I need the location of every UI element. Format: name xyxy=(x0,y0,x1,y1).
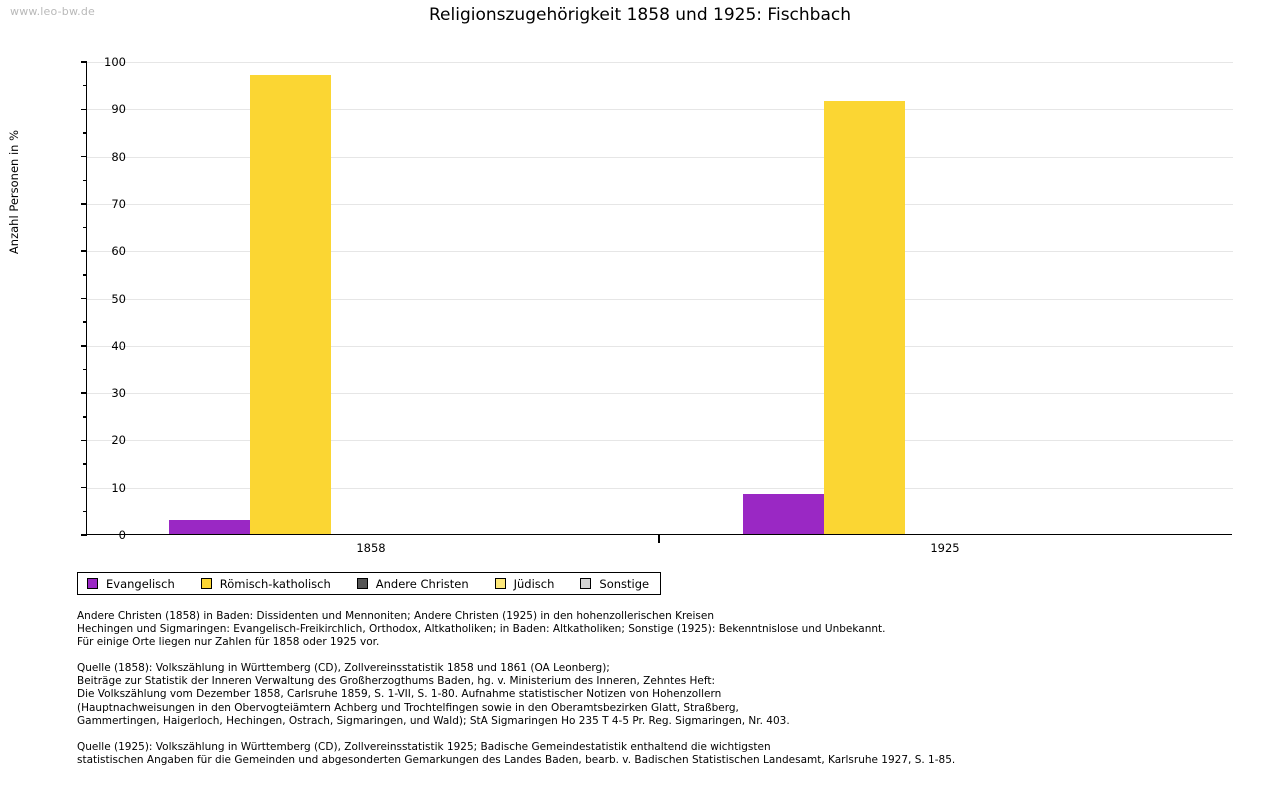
y-axis-tick-label: 30 xyxy=(111,386,126,401)
y-axis-tick xyxy=(81,345,87,347)
y-axis-minor-tick xyxy=(83,132,87,134)
y-axis-tick-label: 90 xyxy=(111,102,126,117)
legend-item-j-disch[interactable]: Jüdisch xyxy=(494,576,555,591)
y-axis-tick xyxy=(81,439,87,442)
site-watermark: www.leo-bw.de xyxy=(10,5,96,18)
footnote-source-1858: Quelle (1858): Volkszählung in Württembe… xyxy=(77,662,790,728)
y-axis-tick xyxy=(81,250,87,252)
y-gridline xyxy=(87,345,1233,347)
y-axis-minor-tick xyxy=(83,179,87,181)
y-axis-tick-label: 10 xyxy=(111,480,126,495)
y-axis-tick xyxy=(81,392,87,394)
y-axis-tick-label: 0 xyxy=(118,528,126,542)
y-axis-title: Anzahl Personen in % xyxy=(7,129,21,255)
x-axis-tick-label: 1925 xyxy=(930,541,960,555)
y-axis-tick xyxy=(81,61,87,63)
y-axis-tick-label: 50 xyxy=(111,291,126,306)
footnote-line: statistischen Angaben für die Gemeinden … xyxy=(77,754,956,767)
y-axis-minor-tick xyxy=(83,84,87,87)
y-axis-tick xyxy=(81,203,87,205)
y-axis-tick-label: 100 xyxy=(104,55,126,69)
footnote-line: (Hauptnachweisungen in den Obervogteiämt… xyxy=(77,701,739,714)
y-gridline xyxy=(87,203,1233,205)
legend-swatch-icon xyxy=(200,578,212,589)
y-gridline xyxy=(87,109,1233,111)
y-axis-minor-tick xyxy=(83,463,87,465)
y-axis-tick-label: 20 xyxy=(111,433,126,448)
bar-1858-r-misch-katholisch xyxy=(249,75,331,534)
y-gridline xyxy=(87,156,1233,158)
legend-item-evangelisch[interactable]: Evangelisch xyxy=(87,577,175,591)
y-gridline xyxy=(87,487,1233,489)
legend-swatch-icon xyxy=(494,578,506,589)
y-axis-tick xyxy=(81,108,87,111)
y-axis-tick xyxy=(81,155,87,158)
legend-swatch-icon xyxy=(580,578,592,589)
footnote-line: Die Volkszählung vom Dezember 1858, Carl… xyxy=(77,688,722,701)
y-axis-minor-tick xyxy=(83,510,87,513)
footnote-line: Beiträge zur Statistik der Inneren Verwa… xyxy=(77,675,716,688)
chart-legend: Evangelisch Römisch-katholisch Andere Chri… xyxy=(77,572,662,595)
y-axis-tick xyxy=(81,534,87,536)
y-axis-minor-tick xyxy=(83,274,87,276)
y-axis-minor-tick xyxy=(83,226,87,229)
legend-swatch-icon xyxy=(87,578,98,589)
y-axis-minor-tick xyxy=(83,416,87,418)
y-gridline xyxy=(87,62,1233,63)
y-axis-tick-label: 80 xyxy=(111,149,126,164)
y-gridline xyxy=(87,298,1233,300)
footnote-line: Hechingen und Sigmaringen: Evangelisch-F… xyxy=(77,623,886,636)
legend-item-label: Sonstige xyxy=(599,576,650,591)
legend-swatch-icon xyxy=(356,578,368,589)
chart-plot-area: 0 10 20 30 40 50 60 70 80 90 100 1858 1925 xyxy=(81,56,1233,555)
y-gridline xyxy=(87,440,1233,442)
bar-1925-r-misch-katholisch xyxy=(823,100,905,534)
footnote-definitions: Andere Christen (1858) in Baden: Disside… xyxy=(77,610,885,650)
footnote-source-1925: Quelle (1925): Volkszählung in Württembe… xyxy=(77,741,955,767)
legend-item-andere-christen[interactable]: Andere Christen xyxy=(356,576,469,591)
y-axis-minor-tick xyxy=(83,321,87,323)
footnote-line: Quelle (1925): Volkszählung in Württembe… xyxy=(77,741,771,753)
bar-1858-evangelisch xyxy=(168,519,250,534)
x-axis-tick-label: 1858 xyxy=(356,541,386,555)
legend-item-label: Jüdisch xyxy=(513,576,555,591)
legend-item-label: Andere Christen xyxy=(375,576,469,591)
footnote-line: Quelle (1858): Volkszählung in Württembe… xyxy=(77,662,610,674)
legend-item-sonstige[interactable]: Sonstige xyxy=(580,577,649,591)
y-axis-minor-tick xyxy=(83,368,87,371)
y-gridline xyxy=(87,251,1233,253)
legend-item-r-misch-katholisch[interactable]: Römisch-katholisch xyxy=(200,576,331,591)
y-axis-tick xyxy=(81,486,87,489)
page-title: Religionszugehörigkeit 1858 und 1925: Fi… xyxy=(429,5,851,25)
footnote-line: Für einige Orte liegen nur Zahlen für 18… xyxy=(77,636,380,649)
y-axis-tick-label: 60 xyxy=(111,244,126,259)
footnote-line: Gammertingen, Haigerloch, Hechingen, Ost… xyxy=(77,714,790,727)
x-axis-tick xyxy=(658,535,660,543)
y-gridline xyxy=(87,393,1233,395)
legend-item-label: Evangelisch xyxy=(106,576,175,591)
y-axis-tick-label: 40 xyxy=(111,338,126,353)
y-axis-tick-label: 70 xyxy=(111,196,126,211)
y-axis-tick xyxy=(81,297,87,300)
footnote-line: Andere Christen (1858) in Baden: Disside… xyxy=(77,610,714,622)
bar-1925-evangelisch xyxy=(742,494,824,534)
legend-item-label: Römisch-katholisch xyxy=(219,576,331,591)
